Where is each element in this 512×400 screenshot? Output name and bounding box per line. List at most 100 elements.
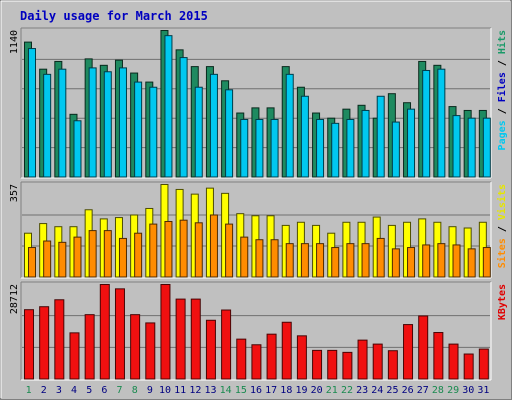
bar-sites-day-28 (437, 243, 446, 278)
bar-files-day-31 (482, 117, 491, 178)
day-label-14: 14 (220, 385, 232, 396)
day-label-16: 16 (250, 385, 262, 396)
bar-kbytes-day-29 (448, 343, 459, 380)
bar-sites-day-8 (134, 232, 143, 278)
bar-kbytes-day-13 (205, 319, 216, 380)
bar-sites-day-19 (300, 243, 309, 278)
day-label-11: 11 (174, 385, 186, 396)
bar-kbytes-day-26 (403, 324, 414, 380)
bar-kbytes-day-2 (39, 306, 50, 380)
day-label-23: 23 (356, 385, 368, 396)
bar-files-day-28 (437, 68, 446, 178)
day-label-8: 8 (132, 385, 138, 396)
bar-files-day-27 (422, 69, 431, 178)
bar-files-day-6 (103, 71, 112, 178)
day-label-2: 2 (41, 385, 47, 396)
bar-files-day-2 (43, 73, 52, 178)
bar-files-day-18 (285, 73, 294, 178)
day-label-31: 31 (477, 385, 489, 396)
day-label-15: 15 (235, 385, 247, 396)
bar-files-day-9 (149, 86, 158, 178)
day-label-6: 6 (101, 385, 107, 396)
day-label-22: 22 (341, 385, 353, 396)
series-kbytes (24, 284, 489, 380)
series-legend-label: KBytes (497, 284, 508, 320)
bar-files-day-23 (361, 109, 370, 178)
series-legend-label: Pages / Files / Hits (496, 30, 508, 150)
panel-middle: 357 Sites / Visits (9, 181, 508, 279)
bar-files-day-13 (209, 73, 218, 178)
bar-files-day-14 (225, 89, 234, 178)
bar-sites-day-7 (118, 237, 127, 278)
bar-kbytes-day-11 (175, 298, 186, 380)
panel-bottom: 28712 KBytes (9, 281, 508, 381)
bar-kbytes-day-28 (433, 332, 444, 380)
day-label-7: 7 (117, 385, 123, 396)
bar-files-day-15 (240, 118, 249, 178)
bar-sites-day-5 (88, 230, 97, 278)
bar-sites-day-14 (225, 223, 234, 278)
day-label-4: 4 (71, 385, 77, 396)
bar-sites-day-25 (391, 248, 400, 278)
bar-files-day-16 (255, 118, 264, 178)
legend-part: Sites (496, 238, 508, 268)
bar-sites-day-10 (164, 220, 173, 278)
panel-top: 1140 Pages / Files / Hits (9, 27, 508, 179)
legend-part: Pages (497, 120, 508, 150)
bar-files-day-4 (73, 120, 82, 178)
bar-kbytes-day-10 (160, 284, 171, 380)
bar-sites-day-1 (28, 247, 36, 278)
bar-files-day-25 (391, 121, 400, 178)
series-sites (28, 214, 491, 278)
bar-files-day-21 (331, 122, 340, 178)
bar-sites-day-11 (179, 219, 188, 278)
day-label-24: 24 (371, 385, 383, 396)
day-label-5: 5 (86, 385, 92, 396)
chart-title: Daily usage for March 2015 (20, 9, 208, 23)
bar-kbytes-day-15 (236, 338, 247, 380)
series-files (28, 35, 491, 178)
day-label-1: 1 (26, 385, 32, 396)
bar-kbytes-day-20 (312, 349, 323, 380)
bar-sites-day-31 (482, 247, 491, 278)
bar-kbytes-day-23 (357, 339, 368, 380)
legend-part: / (497, 54, 508, 72)
bar-sites-day-22 (346, 243, 355, 278)
legend-part: Visits (496, 184, 508, 220)
legend-part: Hits (496, 30, 508, 54)
bar-sites-day-16 (255, 239, 264, 278)
legend-part: / (497, 102, 508, 120)
bar-kbytes-day-19 (296, 335, 307, 380)
bar-files-day-11 (179, 57, 188, 178)
chart-panels: 1140 Pages / Files / Hits 357 Sites / Visit… (9, 27, 508, 381)
bar-kbytes-day-1 (24, 309, 34, 380)
bar-sites-day-30 (467, 248, 476, 278)
day-label-18: 18 (280, 385, 292, 396)
bar-sites-day-17 (270, 239, 279, 278)
bar-kbytes-day-21 (327, 349, 338, 380)
bar-kbytes-day-31 (478, 348, 489, 380)
bar-sites-day-6 (103, 230, 112, 278)
bar-sites-day-13 (209, 214, 218, 278)
bar-files-day-10 (164, 35, 173, 178)
bar-kbytes-day-22 (342, 351, 353, 380)
bar-sites-day-27 (422, 244, 431, 278)
bar-kbytes-day-4 (69, 332, 80, 380)
day-label-3: 3 (56, 385, 62, 396)
bar-sites-day-23 (361, 243, 370, 278)
day-label-29: 29 (447, 385, 459, 396)
x-axis-day-labels: 1 2 3 4 5 6 7 8 9 10 11 12 13 14 15 16 17 18 19 20 21 22 23 24 2… (26, 385, 490, 396)
bar-sites-day-21 (331, 247, 340, 278)
bar-kbytes-day-16 (251, 344, 262, 380)
bar-files-day-22 (346, 118, 355, 178)
day-label-9: 9 (147, 385, 153, 396)
bar-sites-day-29 (452, 244, 461, 278)
bar-sites-day-26 (407, 247, 416, 278)
bar-kbytes-day-17 (266, 333, 277, 380)
bar-sites-day-9 (149, 223, 158, 278)
bar-kbytes-day-9 (145, 322, 156, 380)
bar-files-day-26 (407, 108, 416, 178)
day-label-17: 17 (265, 385, 277, 396)
bar-sites-day-18 (285, 243, 294, 278)
day-label-12: 12 (189, 385, 201, 396)
